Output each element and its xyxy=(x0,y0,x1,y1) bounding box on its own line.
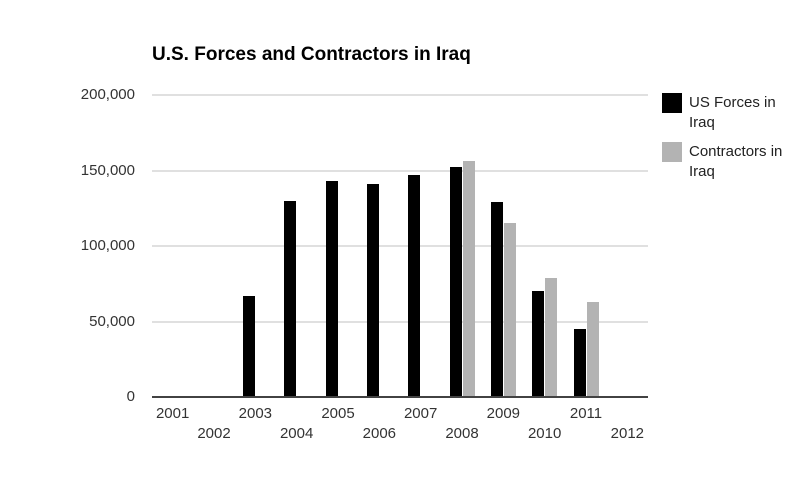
x-tick-label-2009: 2009 xyxy=(486,405,521,422)
y-tick-label-50000: 50,000 xyxy=(89,312,135,330)
bar-us-forces-in-iraq-2005 xyxy=(325,181,338,397)
chart-title: U.S. Forces and Contractors in Iraq xyxy=(152,44,471,65)
bar-contractors-in-iraq-2009 xyxy=(503,223,516,397)
legend-swatch-us-forces-in-iraq xyxy=(662,93,682,113)
x-tick-label-2011: 2011 xyxy=(569,405,603,422)
gridline-50000 xyxy=(152,320,648,323)
legend-label-us-forces-in-iraq: US Forces in Iraq xyxy=(689,94,776,131)
x-tick-label-2003: 2003 xyxy=(238,405,273,422)
x-tick-label-2004: 2004 xyxy=(279,425,314,442)
bar-us-forces-in-iraq-2008 xyxy=(449,167,462,397)
x-tick-label-2005: 2005 xyxy=(321,405,355,422)
x-axis-line xyxy=(152,396,648,398)
bar-us-forces-in-iraq-2004 xyxy=(284,200,297,397)
bar-contractors-in-iraq-2011 xyxy=(586,301,599,397)
x-tick-label-2006: 2006 xyxy=(362,425,397,442)
bar-us-forces-in-iraq-2007 xyxy=(408,175,421,397)
bar-us-forces-in-iraq-2010 xyxy=(532,291,545,397)
x-tick-label-2002: 2002 xyxy=(197,425,231,442)
bar-contractors-in-iraq-2010 xyxy=(545,277,558,397)
bar-us-forces-in-iraq-2006 xyxy=(366,184,379,397)
gridline-100000 xyxy=(152,245,648,247)
x-tick-label-2012: 2012 xyxy=(610,425,645,442)
bar-us-forces-in-iraq-2003 xyxy=(242,295,255,397)
legend-entry-us-forces-in-iraq: US Forces in Iraq xyxy=(662,93,794,133)
y-tick-label-150000: 150,000 xyxy=(80,161,135,179)
legend-swatch-contractors-in-iraq xyxy=(662,142,682,162)
legend: US Forces in Iraq Contractors in Iraq xyxy=(662,93,794,191)
legend-label-contractors-in-iraq: Contractors in Iraq xyxy=(689,143,783,180)
bar-us-forces-in-iraq-2009 xyxy=(490,202,503,397)
y-tick-label-200000: 200,000 xyxy=(80,86,135,103)
x-tick-label-2010: 2010 xyxy=(527,425,562,442)
bar-us-forces-in-iraq-2011 xyxy=(573,329,586,397)
gridline-200000 xyxy=(152,94,648,96)
legend-entry-contractors-in-iraq: Contractors in Iraq xyxy=(662,142,794,182)
bar-contractors-in-iraq-2008 xyxy=(462,161,475,397)
x-tick-label-2001: 2001 xyxy=(155,405,190,422)
y-tick-label-0: 0 xyxy=(126,388,135,405)
gridline-150000 xyxy=(152,169,648,172)
x-tick-label-2007: 2007 xyxy=(403,405,438,422)
y-tick-label-100000: 100,000 xyxy=(80,237,135,254)
x-tick-label-2008: 2008 xyxy=(445,425,479,442)
